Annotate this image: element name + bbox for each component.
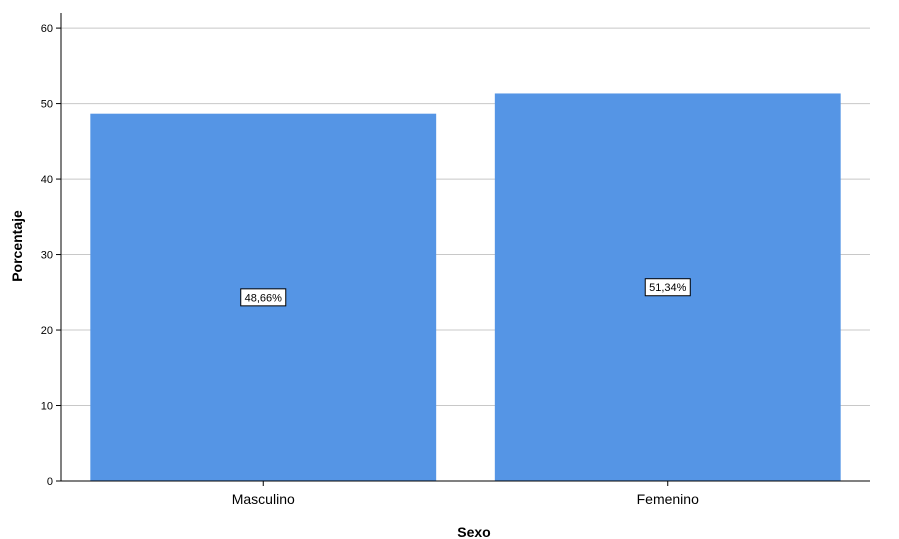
y-tick-label-10: 10 (41, 401, 53, 413)
x-axis-title: Sexo (457, 524, 490, 539)
x-tick-label-femenino: Femenino (637, 491, 699, 507)
y-tick-label-20: 20 (41, 325, 53, 337)
data-label-femenino: 51,34% (649, 282, 687, 294)
y-tick-label-30: 30 (41, 250, 53, 262)
data-label-box-masculino (240, 288, 287, 307)
axes (60, 13, 870, 482)
y-axis-title: Porcentaje (9, 210, 25, 282)
data-labels: 48,66% 51,34% (240, 278, 691, 307)
y-tick-label-40: 40 (41, 174, 53, 186)
y-axis-ticks: 0 10 20 30 40 50 60 (41, 23, 61, 488)
bars (90, 93, 841, 481)
data-label-masculino: 48,66% (245, 292, 283, 304)
y-tick-label-50: 50 (41, 99, 53, 111)
x-axis-ticks: Masculino Femenino (232, 481, 699, 507)
y-tick-label-60: 60 (41, 23, 53, 35)
data-label-box-femenino (644, 278, 691, 297)
y-tick-label-0: 0 (47, 476, 53, 488)
x-tick-label-masculino: Masculino (232, 491, 295, 507)
